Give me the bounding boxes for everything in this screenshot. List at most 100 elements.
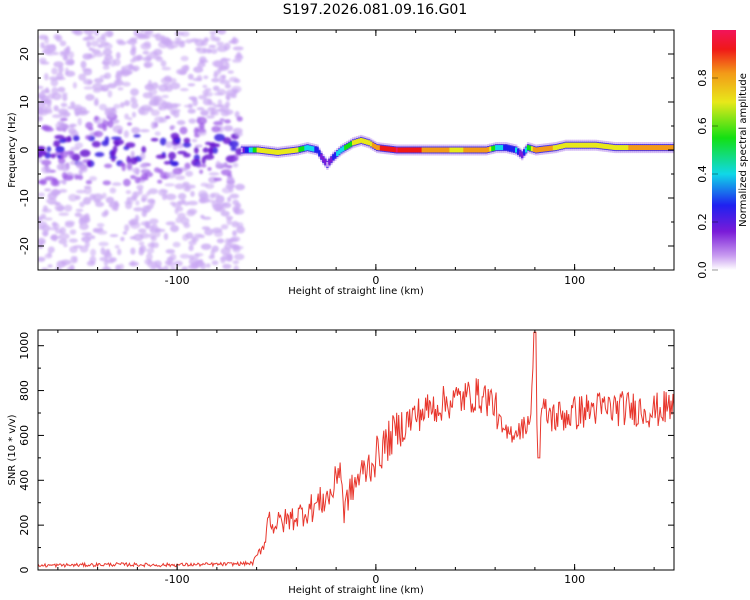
ridge-cell: [463, 147, 466, 153]
noise-blob: [232, 46, 244, 51]
ridge-cell: [278, 149, 281, 155]
ridge-cell: [312, 146, 315, 152]
noise-blob: [113, 58, 121, 66]
noise-blob: [58, 238, 68, 245]
noise-blob: [124, 224, 130, 232]
noise-blob: [47, 93, 55, 100]
noise-blob: [83, 30, 95, 35]
noise-blob: [174, 31, 184, 36]
ridge-cell: [509, 146, 512, 152]
ridge-cell: [542, 146, 546, 152]
ridge-cell: [499, 145, 502, 151]
ridge-cell: [288, 148, 291, 154]
noise-blob: [163, 161, 171, 165]
noise-blob: [149, 218, 159, 225]
noise-blob: [147, 198, 156, 204]
noise-blob: [73, 256, 78, 263]
noise-blob: [125, 202, 133, 210]
ridge-cell: [632, 145, 635, 151]
ridge-cell: [650, 145, 653, 151]
noise-blob: [68, 127, 77, 134]
ridge-cell: [636, 145, 639, 151]
ridge-cell: [608, 144, 611, 150]
noise-blob: [102, 180, 112, 186]
noise-blob: [148, 188, 159, 195]
ridge-cell: [330, 157, 333, 163]
noise-blob: [222, 202, 232, 209]
noise-blob: [180, 55, 189, 62]
ridge-cell: [308, 145, 311, 151]
noise-blob: [38, 85, 44, 90]
noise-blob: [220, 110, 230, 117]
ridge-cell: [574, 142, 577, 148]
noise-blob: [210, 48, 218, 54]
ridge-cell: [399, 147, 403, 153]
noise-blob: [130, 175, 137, 180]
noise-blob: [216, 163, 227, 167]
ridge-cell: [340, 147, 343, 153]
ridge-cell: [405, 147, 409, 153]
noise-blob: [89, 176, 97, 182]
ridge-cell: [391, 147, 395, 152]
noise-blob: [195, 162, 202, 168]
ridge-cell: [240, 147, 244, 153]
noise-blob: [111, 136, 122, 140]
noise-blob: [130, 96, 137, 101]
ridge-cell: [310, 146, 313, 152]
noise-blob: [68, 124, 75, 128]
noise-blob: [68, 193, 78, 202]
ridge-cell: [493, 145, 496, 151]
noise-blob: [60, 163, 70, 172]
noise-blob: [225, 61, 230, 70]
noise-blob: [211, 260, 219, 266]
noise-blob: [148, 99, 159, 107]
noise-blob: [166, 171, 177, 179]
noise-blob: [146, 248, 155, 254]
noise-blob: [208, 254, 215, 260]
ridge-cell: [489, 146, 492, 152]
ridge-cell: [538, 147, 542, 152]
noise-blob: [75, 189, 86, 194]
noise-blob: [200, 214, 205, 219]
noise-blob: [192, 99, 198, 107]
noise-blob: [115, 72, 120, 80]
ridge-cell: [246, 147, 250, 153]
noise-blob: [135, 168, 140, 176]
noise-blob: [198, 197, 207, 204]
noise-blob: [130, 88, 139, 96]
ridge-cell: [642, 145, 645, 151]
noise-blob: [112, 125, 124, 133]
ridge-cell: [320, 153, 323, 159]
ridge-cell: [668, 145, 671, 151]
noise-blob: [191, 138, 198, 143]
ridge-cell: [258, 147, 261, 153]
colorbar: 0.0 0.2 0.4 0.6 0.8 Normalized spectral ampl…: [696, 30, 749, 279]
ridge-cell: [256, 147, 259, 153]
noise-blob: [187, 200, 198, 206]
noise-blob: [150, 121, 157, 130]
noise-blob: [183, 104, 194, 108]
colorbar-gradient: [712, 30, 736, 270]
noise-blob: [65, 45, 71, 54]
noise-blob: [44, 176, 55, 181]
noise-blob: [131, 191, 138, 200]
noise-blob: [226, 218, 232, 226]
noise-blob: [77, 117, 82, 126]
noise-blob: [228, 253, 233, 262]
noise-blob: [149, 228, 160, 233]
noise-blob: [234, 54, 244, 61]
noise-blob: [188, 118, 197, 124]
x-tick-label: -100: [165, 274, 190, 287]
noise-blob: [199, 122, 205, 130]
noise-blob: [178, 70, 187, 76]
ridge-cell: [552, 145, 556, 151]
noise-blob: [206, 48, 212, 54]
ridge-cell: [528, 145, 532, 151]
y-tick-label: 20: [18, 47, 31, 61]
noise-blob: [179, 88, 189, 92]
y-tick-label: 200: [18, 515, 31, 536]
noise-blob: [202, 84, 208, 89]
ridge-cell: [461, 147, 464, 153]
noise-blob: [170, 266, 177, 270]
x-tick-label: 0: [372, 573, 379, 586]
